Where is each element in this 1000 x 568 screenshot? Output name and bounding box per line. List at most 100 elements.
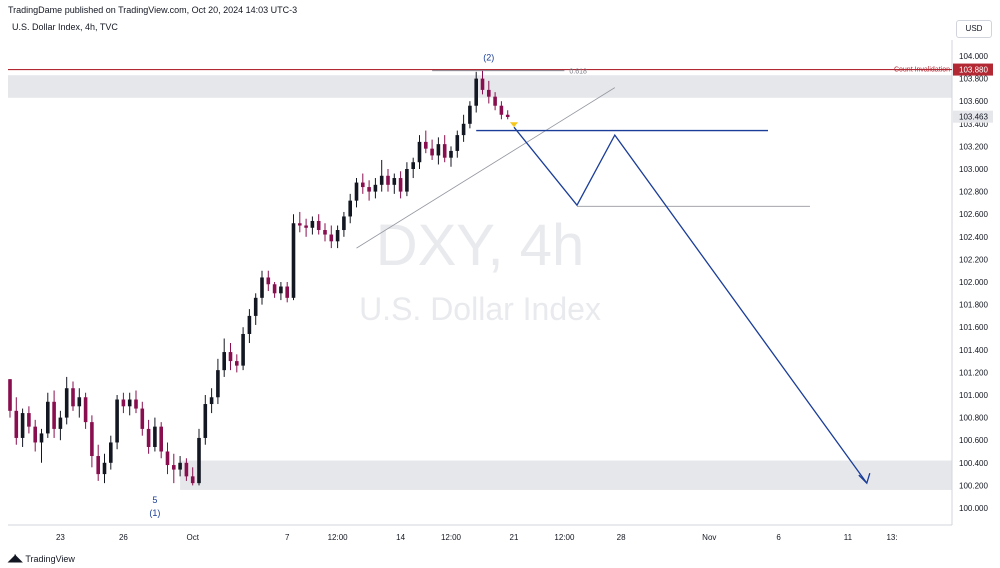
y-tick-label: 100.600 [959, 436, 988, 445]
y-tick-label: 102.600 [959, 210, 988, 219]
candle-body [228, 352, 233, 362]
invalidation-price-tag [953, 63, 993, 76]
candle [430, 139, 434, 160]
candle [417, 135, 422, 169]
candle-body [115, 399, 119, 443]
candle [480, 70, 485, 95]
candle [109, 435, 113, 470]
candle [335, 225, 340, 249]
candle-body [348, 200, 352, 217]
x-tick-label: 26 [119, 533, 128, 542]
y-tick-label: 103.400 [959, 120, 988, 129]
candle [27, 406, 31, 434]
candle [348, 193, 352, 224]
x-tick-label: 6 [776, 533, 781, 542]
projection-path [513, 126, 868, 484]
y-tick-label: 100.400 [959, 459, 988, 468]
resistance-zone [8, 75, 952, 98]
candle [499, 101, 504, 120]
candle-body [27, 413, 31, 427]
candle-body [178, 462, 182, 470]
y-tick-label: 102.400 [959, 233, 988, 242]
candle [58, 410, 63, 441]
candle-body [184, 462, 189, 477]
candle-body [272, 284, 277, 294]
candle [279, 282, 283, 301]
y-tick-label: 103.800 [959, 75, 988, 84]
candle [178, 456, 182, 477]
candle [424, 130, 428, 154]
candle-body [468, 105, 472, 124]
tradingview-logo-icon: ◢◣ [8, 553, 22, 564]
symbol-title[interactable]: U.S. Dollar Index, 4h, TVC [12, 22, 118, 32]
candle [203, 395, 208, 445]
currency-button[interactable]: USD [956, 20, 992, 38]
candle-body [172, 465, 176, 470]
candle-body [109, 442, 113, 463]
candle [216, 358, 220, 405]
candle [455, 130, 460, 158]
candle-body [102, 462, 107, 475]
candle-body [474, 78, 478, 106]
y-tick-label: 101.800 [959, 301, 988, 310]
candle-body [39, 433, 44, 443]
candle [386, 169, 390, 192]
candle-body [247, 315, 252, 334]
candle [8, 379, 12, 418]
y-tick-label: 102.800 [959, 188, 988, 197]
candle-body [316, 220, 321, 231]
candle-body [77, 397, 82, 407]
candle [367, 180, 371, 201]
candle-body [266, 277, 271, 285]
wave-label: (1) [149, 508, 160, 518]
candle [260, 270, 264, 305]
candle-body [83, 397, 88, 423]
candle-body [335, 230, 340, 242]
candle [468, 101, 472, 129]
candle [33, 419, 37, 452]
candle-body [342, 216, 346, 231]
candle [241, 327, 245, 371]
candle-body [487, 89, 491, 97]
candle-body [455, 135, 460, 151]
y-tick-label: 102.200 [959, 255, 988, 264]
y-tick-label: 101.400 [959, 346, 988, 355]
x-tick-label: 14 [396, 533, 405, 542]
candle [493, 92, 497, 111]
candle [159, 422, 163, 459]
candle [310, 216, 315, 235]
watermark-subtitle: U.S. Dollar Index [359, 291, 601, 327]
wave-label: (2) [483, 53, 494, 63]
candle-body [209, 397, 214, 405]
tradingview-logo-text: TradingView [25, 553, 75, 564]
candle [354, 178, 359, 208]
x-tick-label: 11 [844, 533, 853, 542]
candle-body [197, 437, 201, 484]
y-tick-label: 103.000 [959, 165, 988, 174]
candle [442, 135, 447, 163]
candle [449, 146, 453, 167]
watermark-title: DXY, 4h [376, 213, 585, 278]
fib-label: 0.618 [569, 69, 587, 76]
candle-body [379, 175, 384, 185]
candle-body [165, 451, 170, 466]
candle [121, 392, 126, 414]
candle-body [216, 370, 220, 398]
x-tick-label: Nov [702, 533, 716, 542]
candle-body [140, 408, 145, 429]
candle-body [64, 388, 69, 418]
candle [146, 419, 151, 454]
candle-body [52, 401, 56, 429]
candle [127, 392, 132, 416]
candle-body [373, 184, 378, 192]
candle [411, 157, 415, 179]
candle [316, 214, 321, 235]
candle-body [71, 388, 75, 407]
tradingview-logo[interactable]: ◢◣ TradingView [8, 553, 75, 564]
candle-body [20, 413, 25, 438]
candle [172, 453, 176, 484]
candle [405, 162, 409, 197]
wave-label: 5 [152, 495, 157, 505]
y-tick-label: 100.800 [959, 414, 988, 423]
